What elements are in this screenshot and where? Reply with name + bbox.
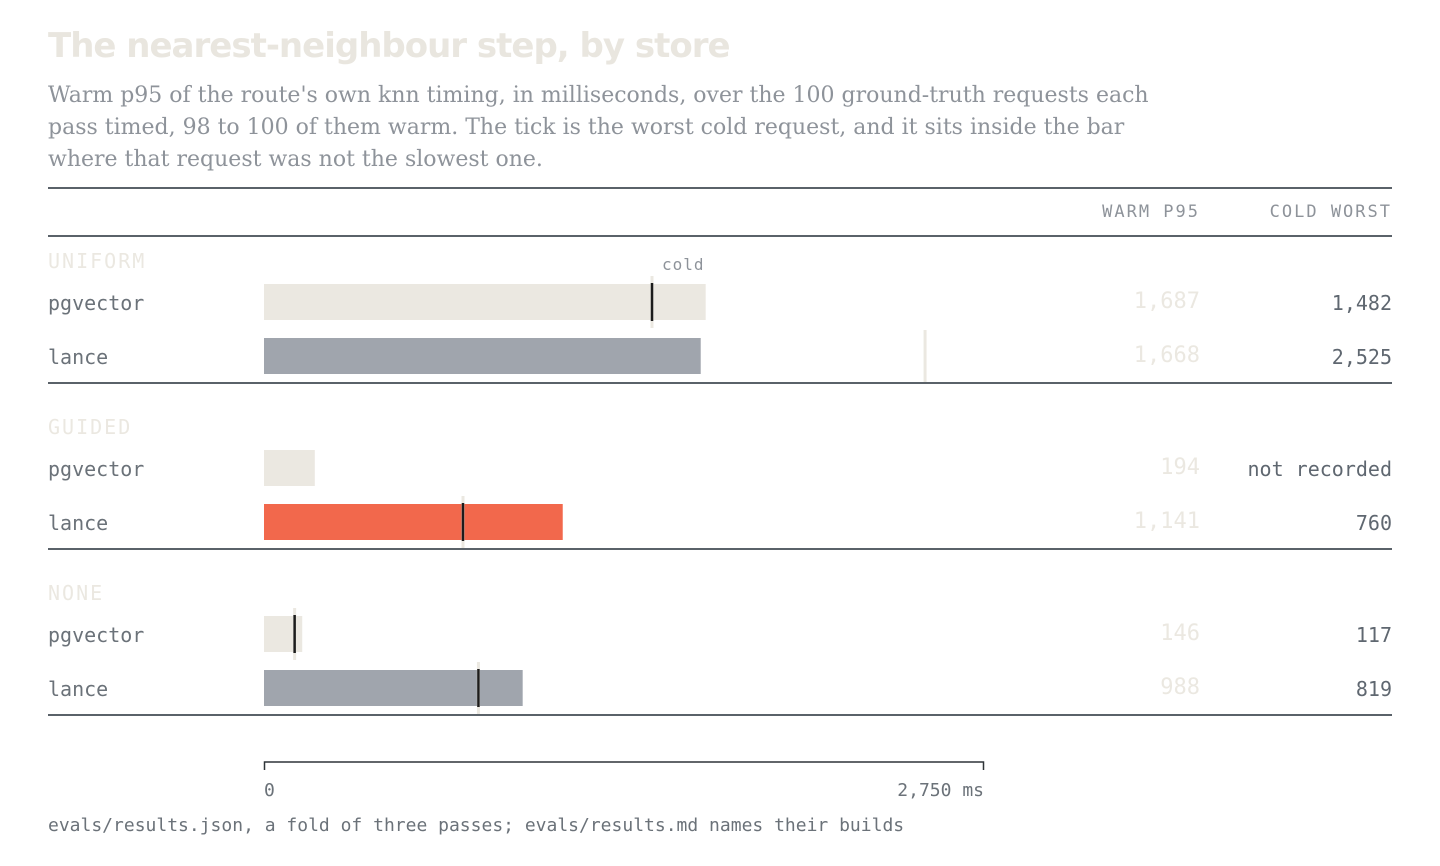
group-label-uniform: UNIFORM: [48, 249, 147, 273]
bar-uniform-pgvector: [264, 284, 706, 320]
header-top-rule: [48, 187, 1392, 189]
row-label-uniform-pgvector: pgvector: [48, 291, 145, 315]
cold-value-guided-lance: 760: [1355, 511, 1392, 535]
source-note: evals/results.json, a fold of three pass…: [48, 815, 905, 836]
group-rule-guided: [48, 548, 1392, 550]
bar-uniform-lance: [264, 338, 701, 374]
cold-value-none-lance: 819: [1355, 677, 1392, 701]
row-label-guided-lance: lance: [48, 511, 109, 535]
axis-tick-label-max: 2,750 ms: [897, 780, 984, 801]
chart-subtitle: Warm p95 of the route's own knn timing, …: [48, 83, 1149, 172]
row-label-guided-pgvector: pgvector: [48, 457, 145, 481]
warm-value-guided-pgvector: 194: [1160, 455, 1200, 480]
bar-guided-pgvector: [264, 450, 315, 486]
cold-value-none-pgvector: 117: [1355, 623, 1392, 647]
column-header-warm: WARM P95: [1102, 202, 1200, 222]
cold-value-uniform-lance: 2,525: [1331, 345, 1392, 369]
bar-none-pgvector: [264, 616, 303, 652]
cold-value-uniform-pgvector: 1,482: [1331, 291, 1392, 315]
chart-title: The nearest-neighbour step, by store: [48, 26, 731, 66]
row-label-none-pgvector: pgvector: [48, 623, 145, 647]
bar-guided-lance: [264, 504, 563, 540]
warm-value-none-pgvector: 146: [1160, 621, 1200, 646]
header-bottom-rule: [48, 235, 1392, 237]
cold-tick-caption: cold: [662, 255, 705, 274]
group-rule-none: [48, 714, 1392, 716]
warm-value-guided-lance: 1,141: [1133, 509, 1200, 534]
axis-tick-label-min: 0: [264, 780, 275, 801]
group-label-none: NONE: [48, 581, 105, 605]
column-header-cold: COLD WORST: [1269, 202, 1392, 222]
row-label-uniform-lance: lance: [48, 345, 109, 369]
group-rule-uniform: [48, 382, 1392, 384]
warm-value-none-lance: 988: [1160, 675, 1200, 700]
warm-value-uniform-lance: 1,668: [1133, 343, 1200, 368]
row-label-none-lance: lance: [48, 677, 109, 701]
warm-value-uniform-pgvector: 1,687: [1133, 289, 1200, 314]
x-axis: [263, 761, 985, 770]
group-label-guided: GUIDED: [48, 415, 133, 439]
bar-none-lance: [264, 670, 523, 706]
cold-value-guided-pgvector: not recorded: [1247, 457, 1393, 481]
